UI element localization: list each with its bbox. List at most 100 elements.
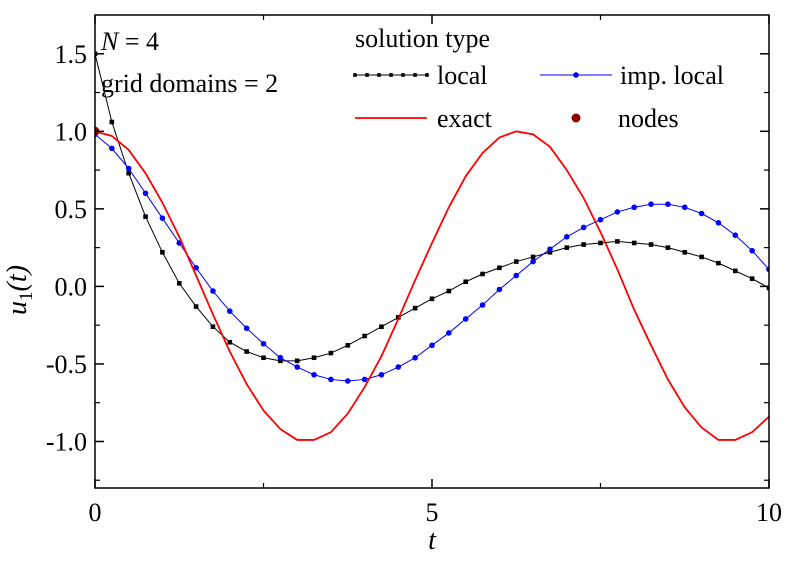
point-imp-local bbox=[412, 354, 418, 361]
point-imp-local bbox=[564, 233, 570, 240]
point-imp-local bbox=[513, 272, 520, 279]
point-imp-local bbox=[395, 364, 402, 370]
point-local bbox=[193, 304, 199, 309]
point-imp-local bbox=[125, 165, 132, 172]
point-imp-local bbox=[446, 330, 452, 336]
point-imp-local bbox=[109, 145, 115, 152]
point-local bbox=[766, 285, 769, 291]
point-local bbox=[109, 119, 115, 125]
x-tick-label: 5 bbox=[426, 498, 439, 527]
point-local bbox=[227, 339, 233, 345]
point-local bbox=[513, 259, 519, 264]
point-local bbox=[648, 242, 654, 247]
annotation-n-var: N bbox=[100, 27, 120, 56]
y-tick-label: 1.5 bbox=[55, 40, 88, 69]
point-imp-local bbox=[547, 246, 553, 252]
point-imp-local bbox=[260, 340, 267, 347]
point-local bbox=[176, 280, 182, 286]
point-imp-local bbox=[210, 288, 216, 294]
point-local bbox=[615, 239, 620, 244]
point-local bbox=[362, 333, 367, 339]
point-imp-local bbox=[597, 216, 604, 223]
point-imp-local bbox=[530, 258, 536, 265]
legend-entry-imp-local: imp. local bbox=[540, 61, 724, 90]
y-tick-label: 0.0 bbox=[55, 272, 88, 301]
annotation-n: N = 4 bbox=[100, 27, 159, 56]
legend-entry-local: local bbox=[353, 61, 488, 90]
legend-marker-local bbox=[365, 73, 369, 77]
point-imp-local bbox=[462, 316, 469, 322]
legend-marker-local bbox=[377, 73, 381, 77]
legend-markers-imp-local bbox=[573, 72, 579, 78]
series-line-exact bbox=[95, 130, 769, 441]
point-imp-local bbox=[648, 201, 654, 207]
annotation-grid-domains: grid domains = 2 bbox=[101, 69, 278, 98]
legend-entry-nodes: nodes bbox=[571, 104, 679, 133]
point-local bbox=[244, 349, 249, 354]
legend-marker-local bbox=[425, 73, 429, 77]
point-local bbox=[294, 358, 300, 364]
point-local bbox=[446, 288, 452, 294]
series-imp-local bbox=[95, 131, 769, 384]
point-imp-local bbox=[294, 364, 301, 370]
x-tick-label: 10 bbox=[756, 498, 782, 527]
point-local bbox=[749, 276, 755, 281]
legend-label-nodes: nodes bbox=[618, 104, 679, 133]
legend-markers-local bbox=[353, 73, 429, 77]
point-imp-local bbox=[277, 354, 284, 361]
point-imp-local bbox=[243, 325, 250, 332]
point-local bbox=[210, 324, 216, 330]
point-local bbox=[412, 305, 418, 311]
point-local bbox=[497, 265, 502, 271]
y-axis-title-main: u bbox=[2, 301, 33, 315]
point-imp-local bbox=[429, 342, 435, 349]
point-imp-local bbox=[614, 209, 621, 215]
point-imp-local bbox=[378, 371, 385, 378]
point-local bbox=[581, 242, 586, 247]
y-tick-label: 1.0 bbox=[55, 117, 88, 146]
point-imp-local bbox=[193, 264, 199, 271]
point-imp-local bbox=[496, 286, 503, 293]
point-imp-local bbox=[580, 224, 587, 231]
point-local bbox=[345, 343, 351, 348]
point-imp-local bbox=[698, 210, 705, 217]
point-local bbox=[126, 170, 131, 176]
legend-label-local: local bbox=[437, 61, 488, 90]
legend-entry-exact: exact bbox=[355, 104, 493, 133]
y-axis-title-subscript: 1 bbox=[16, 291, 37, 301]
point-local bbox=[564, 245, 570, 250]
point-imp-local bbox=[631, 204, 637, 211]
point-imp-local bbox=[715, 220, 722, 226]
legend-marker-local bbox=[353, 73, 357, 77]
point-local bbox=[665, 245, 671, 250]
legend-marker-imp-local bbox=[573, 72, 579, 78]
point-local bbox=[547, 249, 553, 255]
y-axis-title: u1(t) bbox=[2, 265, 37, 315]
legend-label-exact: exact bbox=[437, 104, 493, 133]
point-local bbox=[160, 249, 165, 255]
legend-swatch-nodes bbox=[571, 113, 581, 123]
point-imp-local bbox=[311, 371, 317, 378]
y-axis-title-tail: (t) bbox=[2, 265, 33, 291]
point-local bbox=[311, 355, 317, 361]
series-layer bbox=[95, 51, 769, 441]
series-local bbox=[95, 51, 769, 364]
point-imp-local bbox=[159, 215, 166, 221]
point-local bbox=[682, 249, 688, 255]
point-local bbox=[328, 350, 334, 356]
series-exact bbox=[95, 130, 769, 441]
point-local bbox=[699, 254, 704, 260]
point-local bbox=[733, 268, 738, 274]
y-tick-label: -1.0 bbox=[46, 427, 87, 456]
point-local bbox=[463, 279, 468, 285]
point-imp-local bbox=[344, 378, 351, 384]
axes-layer: 0 5 10 1.5 1.0 0.5 0.0 -0.5 -1.0 bbox=[46, 14, 782, 527]
legend-marker-local bbox=[401, 73, 405, 77]
point-local bbox=[379, 324, 384, 330]
point-local bbox=[480, 271, 485, 277]
point-local bbox=[716, 260, 721, 266]
legend-label-imp-local: imp. local bbox=[620, 61, 724, 90]
point-local bbox=[598, 240, 603, 246]
point-imp-local bbox=[227, 308, 233, 315]
